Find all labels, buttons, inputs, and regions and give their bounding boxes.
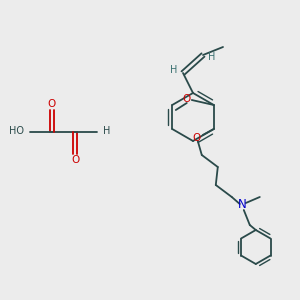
- Text: H: H: [208, 52, 216, 62]
- Text: O: O: [71, 155, 79, 165]
- Text: N: N: [237, 199, 246, 212]
- Text: O: O: [48, 99, 56, 109]
- Text: HO: HO: [9, 126, 24, 136]
- Text: O: O: [193, 133, 201, 143]
- Text: H: H: [170, 65, 178, 75]
- Text: H: H: [103, 126, 110, 136]
- Text: O: O: [183, 94, 191, 104]
